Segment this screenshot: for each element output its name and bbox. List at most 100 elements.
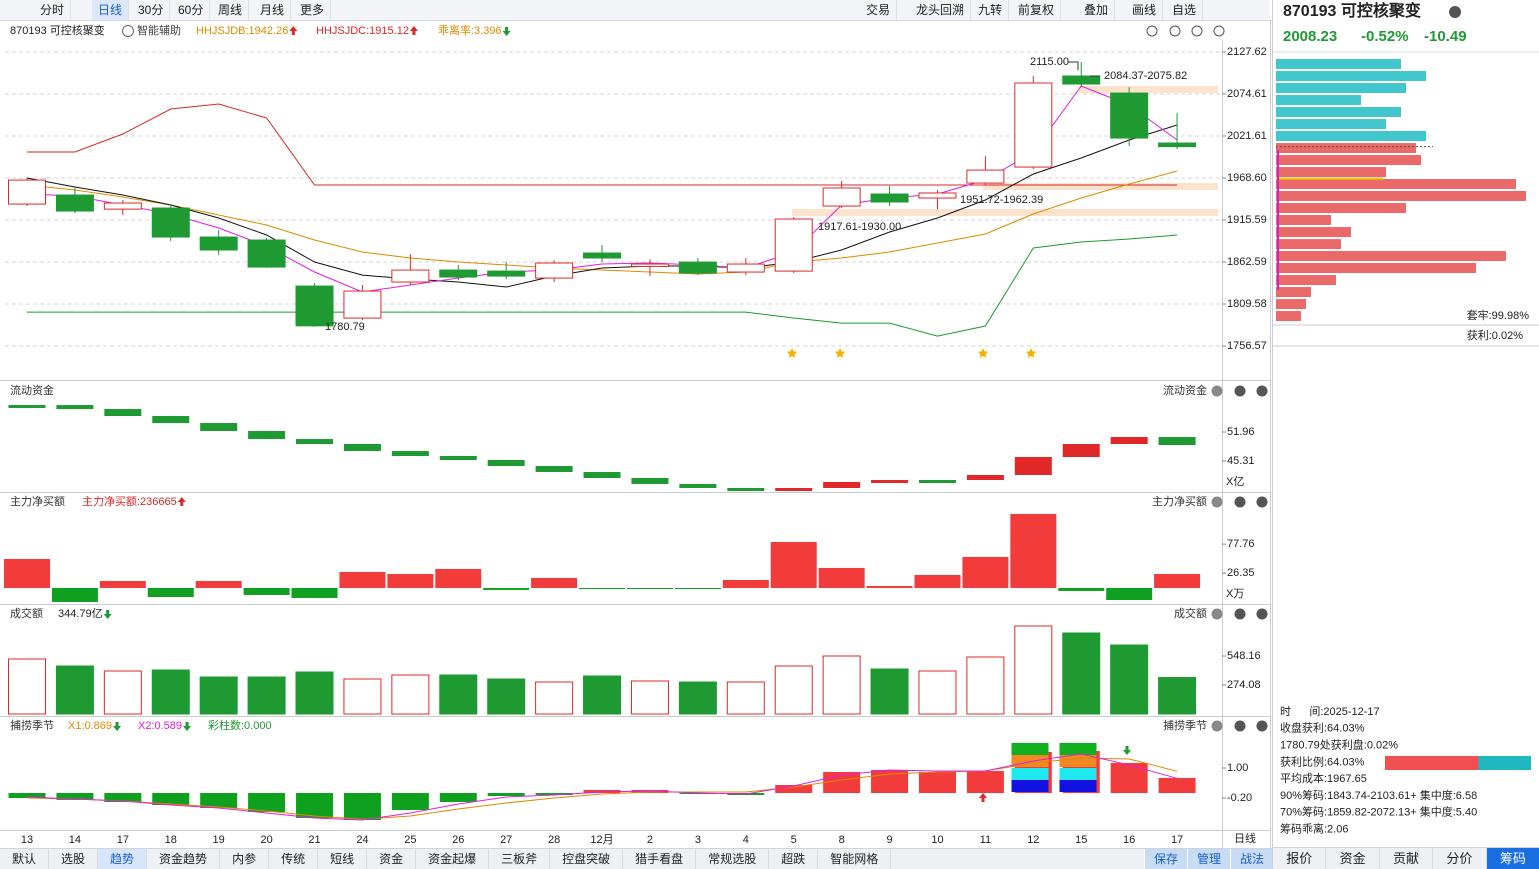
bottom-tab[interactable]: 常规选股 xyxy=(696,849,770,869)
flow-bar xyxy=(1158,437,1196,446)
y-tick-label: 45.31 xyxy=(1227,455,1255,467)
x-tick-label: 5 xyxy=(791,834,797,846)
toolbar-button[interactable]: 叠加 xyxy=(1078,0,1116,20)
flow-bar xyxy=(200,423,238,432)
bottom-action[interactable]: 保存 xyxy=(1144,849,1187,869)
side-tab[interactable]: 资金 xyxy=(1326,848,1380,869)
panel-icon[interactable] xyxy=(1211,496,1223,508)
bottom-tab[interactable]: 趋势 xyxy=(98,849,148,869)
y-tick-label: 1809.58 xyxy=(1227,298,1267,310)
panel-icon[interactable] xyxy=(1234,385,1246,397)
bottom-tab[interactable]: 资金趋势 xyxy=(147,849,221,869)
x-tick-label: 3 xyxy=(695,834,701,846)
period-label: 日线 xyxy=(1234,831,1256,845)
toolbar-button[interactable]: 九转 xyxy=(972,0,1010,20)
candle-body xyxy=(774,218,813,272)
bottom-action[interactable]: 管理 xyxy=(1187,849,1230,869)
panel-icon[interactable] xyxy=(1256,720,1268,732)
panel-icon[interactable] xyxy=(1211,608,1223,620)
bottom-tab[interactable]: 选股 xyxy=(49,849,99,869)
side-tab[interactable]: 报价 xyxy=(1273,848,1327,869)
indicator-line xyxy=(26,753,1178,821)
bottom-tab[interactable]: 内参 xyxy=(220,849,270,869)
panel-icon[interactable] xyxy=(1211,385,1223,397)
toolbar-button[interactable]: 30分 xyxy=(132,0,171,20)
net-buy-bar xyxy=(1106,587,1153,600)
candle-body xyxy=(247,239,286,268)
toolbar-button[interactable]: 更多 xyxy=(294,0,332,20)
season-bar xyxy=(966,771,1004,793)
panel-icon[interactable] xyxy=(1256,608,1268,620)
side-tab[interactable]: 分价 xyxy=(1433,848,1487,869)
flow-bar xyxy=(8,405,46,409)
toolbar-button[interactable]: 龙头回溯 xyxy=(910,0,972,20)
bottom-tab[interactable]: 传统 xyxy=(269,849,319,869)
profit-label: 获利:0.02% xyxy=(1467,329,1523,342)
chart-icon[interactable] xyxy=(1213,25,1225,37)
price-annotation: 2084.37-2075.82 xyxy=(1104,70,1187,82)
panel-title: 成交额 xyxy=(10,606,43,620)
net-buy-bar xyxy=(626,587,673,589)
panel-icon[interactable] xyxy=(1256,385,1268,397)
flow-bar xyxy=(1110,437,1148,444)
chart-icon[interactable] xyxy=(1191,25,1203,37)
panel-title: 流动资金 xyxy=(10,383,54,397)
x-tick-label: 19 xyxy=(213,834,225,846)
toolbar-button[interactable]: 60分 xyxy=(172,0,211,20)
net-buy-bar xyxy=(51,587,98,602)
panel-icon[interactable] xyxy=(1256,496,1268,508)
toolbar-button[interactable]: 周线 xyxy=(212,0,250,20)
dropdown-icon[interactable] xyxy=(122,25,134,37)
chip-info-line: 90%筹码:1843.74-2103.61+ 集中度:6.58 xyxy=(1280,788,1477,802)
info-icon[interactable] xyxy=(1449,6,1461,18)
x-tick-label: 17 xyxy=(117,834,129,846)
season-bar xyxy=(200,793,238,808)
bottom-tab[interactable]: 默认 xyxy=(0,849,50,869)
bottom-tab[interactable]: 超跌 xyxy=(769,849,819,869)
toolbar-button[interactable]: 自选 xyxy=(1166,0,1204,20)
annotation-pointer xyxy=(1068,61,1079,70)
net-buy-bar xyxy=(770,542,817,588)
indicator-label: X1:0.869 xyxy=(68,720,112,732)
panel-icon[interactable] xyxy=(1234,608,1246,620)
bottom-tab[interactable]: 三板斧 xyxy=(489,849,551,869)
bottom-tab[interactable]: 短线 xyxy=(318,849,368,869)
toolbar-button[interactable]: 月线 xyxy=(254,0,292,20)
bottom-tab[interactable]: 资金 xyxy=(367,849,417,869)
toolbar-button[interactable]: 画线 xyxy=(1126,0,1164,20)
price-annotation: 2115.00 xyxy=(1030,56,1069,68)
flow-bar xyxy=(152,416,190,424)
y-tick-label: 2021.61 xyxy=(1227,130,1267,142)
toolbar-button[interactable]: 日线 xyxy=(92,0,130,20)
side-tab[interactable]: 贡献 xyxy=(1380,848,1434,869)
net-buy-bar xyxy=(531,577,578,588)
panel-icon[interactable] xyxy=(1234,720,1246,732)
chip-bar xyxy=(1276,203,1406,214)
panel-icon[interactable] xyxy=(1234,496,1246,508)
flow-bar xyxy=(679,483,717,488)
bottom-action[interactable]: 战法 xyxy=(1230,849,1273,869)
x-tick-label: 26 xyxy=(452,834,464,846)
toolbar-button[interactable]: 分时 xyxy=(34,0,72,20)
side-tab[interactable]: 筹码 xyxy=(1486,848,1539,869)
turnover-bar xyxy=(151,669,190,715)
x-tick-label: 8 xyxy=(839,834,845,846)
bottom-tab[interactable]: 智能网格 xyxy=(818,849,892,869)
net-buy-bar xyxy=(1058,587,1105,591)
bottom-tab[interactable]: 猎手看盘 xyxy=(623,849,697,869)
color-column xyxy=(1011,743,1049,755)
toolbar-button[interactable]: 前复权 xyxy=(1012,0,1062,20)
bottom-tab[interactable]: 控盘突破 xyxy=(550,849,624,869)
chart-icon[interactable] xyxy=(1146,25,1158,37)
chart-icon[interactable] xyxy=(1169,25,1181,37)
arrow-icon xyxy=(502,27,511,36)
net-buy-bar xyxy=(722,579,769,588)
flow-bar xyxy=(104,409,142,417)
panel-icon[interactable] xyxy=(1211,720,1223,732)
indicator-label: 彩柱数:0.000 xyxy=(208,718,272,732)
zone-band xyxy=(1079,86,1218,93)
bottom-tab[interactable]: 资金起爆 xyxy=(416,849,490,869)
toolbar-button[interactable]: 交易 xyxy=(860,0,898,20)
chip-panel: 870193 可控核聚变 2008.23 -0.52% -10.49 套牢:99.98%… xyxy=(1273,1,1539,836)
